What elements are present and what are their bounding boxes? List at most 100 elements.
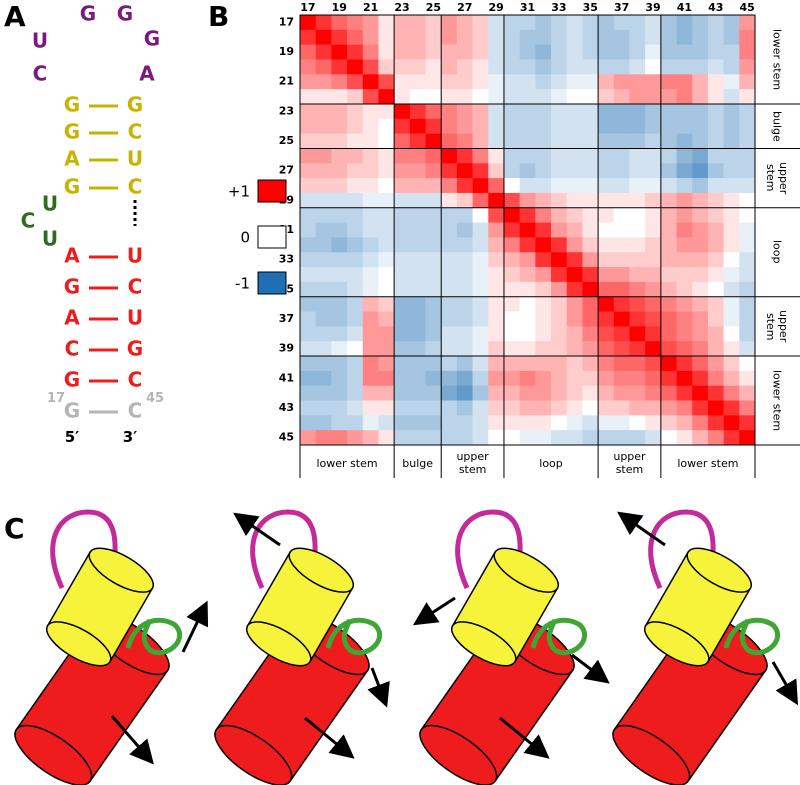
heat-cell — [613, 370, 630, 386]
heat-cell — [739, 400, 756, 416]
heat-cell — [331, 178, 348, 194]
heat-cell — [441, 178, 458, 194]
heat-cell — [472, 326, 489, 342]
heat-cell — [362, 222, 379, 238]
nucleotide: G — [127, 337, 143, 361]
nucleotide: U — [32, 29, 48, 53]
heat-cell — [362, 370, 379, 386]
nucleotide: U — [127, 147, 143, 171]
heat-cell — [472, 311, 489, 327]
heat-cell — [362, 59, 379, 75]
heat-cell — [519, 222, 536, 238]
nucleotide: G — [64, 275, 80, 299]
heat-cell — [331, 44, 348, 60]
heat-cell — [598, 148, 615, 164]
heat-cell — [629, 415, 646, 431]
heat-cell — [535, 356, 552, 372]
heat-cell — [425, 311, 442, 327]
heat-cell — [425, 29, 442, 45]
heat-cell — [378, 118, 395, 134]
heat-cell — [488, 326, 505, 342]
heat-cell — [300, 15, 316, 31]
x-tick-label: 19 — [332, 1, 347, 14]
heat-cell — [629, 252, 646, 268]
heat-cell — [394, 430, 411, 446]
heat-cell — [472, 222, 489, 238]
heat-cell — [535, 192, 552, 209]
heat-cell — [723, 252, 740, 268]
heat-cell — [629, 133, 646, 149]
heat-cell — [331, 267, 348, 283]
heat-cell — [551, 59, 568, 75]
heat-cell — [347, 370, 364, 386]
segment-label: loop — [539, 456, 563, 470]
heat-cell — [503, 326, 520, 342]
heat-cell — [598, 222, 615, 238]
heat-cell — [551, 222, 568, 238]
heat-cell — [629, 370, 646, 386]
heat-cell — [598, 74, 615, 90]
heat-cell — [707, 15, 724, 31]
heat-cell — [409, 103, 426, 120]
heat-cell — [300, 74, 316, 90]
heat-cell — [503, 237, 520, 253]
heat-cell — [566, 385, 583, 401]
heat-cell — [723, 74, 740, 90]
heat-cell — [315, 192, 332, 209]
y-tick-label: 19 — [279, 45, 294, 58]
heat-cell — [660, 252, 677, 268]
heat-cell — [456, 148, 473, 164]
heat-cell — [503, 207, 520, 223]
heat-cell — [551, 430, 568, 446]
heat-cell — [378, 400, 395, 416]
heat-cell — [472, 192, 489, 209]
heat-cell — [378, 74, 395, 90]
heat-cell — [535, 296, 552, 312]
helix — [246, 547, 354, 667]
heat-cell — [378, 311, 395, 327]
heat-cell — [613, 430, 630, 446]
heat-cell — [503, 400, 520, 416]
heat-cell — [707, 311, 724, 327]
heat-cell — [645, 281, 662, 298]
heat-cell — [394, 370, 411, 386]
heat-cell — [723, 59, 740, 75]
heat-cell — [707, 356, 724, 372]
heat-cell — [723, 163, 740, 179]
heat-cell — [456, 44, 473, 60]
heat-cell — [692, 133, 709, 149]
heat-cell — [613, 89, 630, 105]
heat-cell — [676, 89, 693, 105]
heat-cell — [503, 74, 520, 90]
heat-cell — [613, 237, 630, 253]
heat-cell — [315, 133, 332, 149]
heat-cell — [503, 29, 520, 45]
heat-cell — [645, 44, 662, 60]
heat-cell — [676, 415, 693, 431]
heat-cell — [598, 103, 615, 120]
heat-cell — [331, 133, 348, 149]
x-tick-label: 43 — [708, 1, 723, 14]
heat-cell — [347, 281, 364, 298]
heat-cell — [519, 341, 536, 357]
heat-cell — [394, 222, 411, 238]
nucleotide: C — [128, 275, 143, 299]
heat-cell — [739, 192, 756, 209]
heat-cell — [503, 148, 520, 164]
heat-cell — [707, 400, 724, 416]
heat-cell — [378, 370, 395, 386]
heat-cell — [645, 15, 662, 31]
heat-cell — [331, 163, 348, 179]
heat-cell — [535, 44, 552, 60]
heat-cell — [566, 178, 583, 194]
heat-cell — [723, 133, 740, 149]
heat-cell — [707, 133, 724, 149]
heat-cell — [629, 118, 646, 134]
heat-cell — [676, 400, 693, 416]
heat-cell — [409, 133, 426, 149]
heat-cell — [456, 281, 473, 298]
heat-cell — [739, 252, 756, 268]
heat-cell — [582, 222, 599, 238]
helix-end — [686, 547, 752, 593]
heat-cell — [598, 44, 615, 60]
